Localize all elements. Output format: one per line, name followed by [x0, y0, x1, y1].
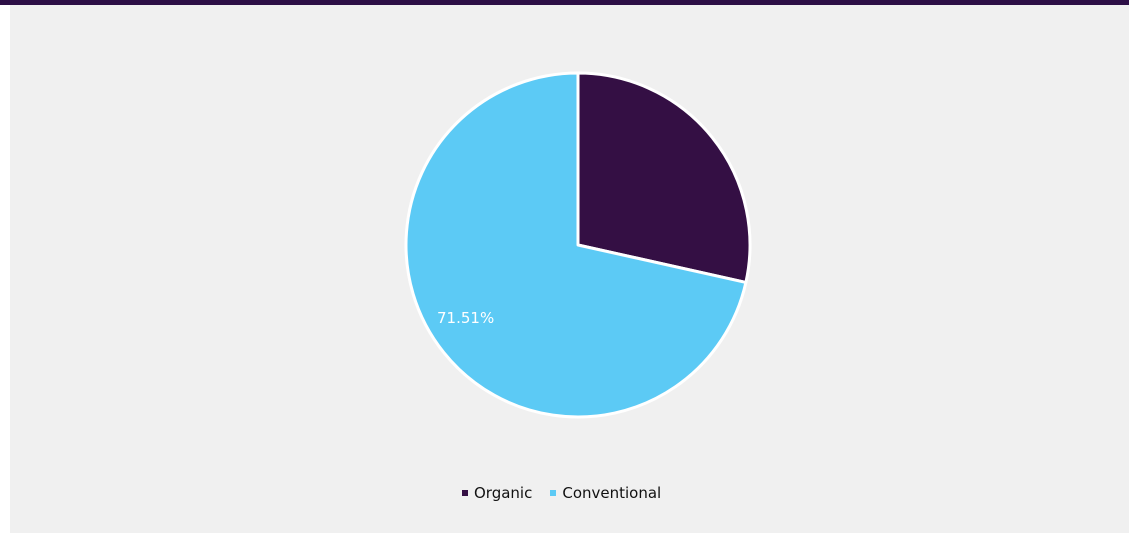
legend-item-organic: Organic — [462, 484, 532, 502]
pie-data-labels: 71.51% — [437, 309, 494, 327]
legend-label-organic: Organic — [474, 484, 533, 502]
chart-legend: Organic Conventional — [462, 483, 679, 503]
pie-slice-conventional — [404, 71, 748, 419]
legend-item-conventional: Conventional — [550, 484, 661, 502]
legend-swatch-conventional — [550, 490, 557, 496]
top-accent-bar — [0, 0, 1129, 5]
pie-slice-organic — [576, 71, 752, 284]
pie-slices — [404, 71, 752, 419]
pie-label-conventional: 71.51% — [437, 309, 494, 327]
legend-swatch-organic — [462, 490, 468, 496]
legend-label-conventional: Conventional — [562, 484, 662, 502]
